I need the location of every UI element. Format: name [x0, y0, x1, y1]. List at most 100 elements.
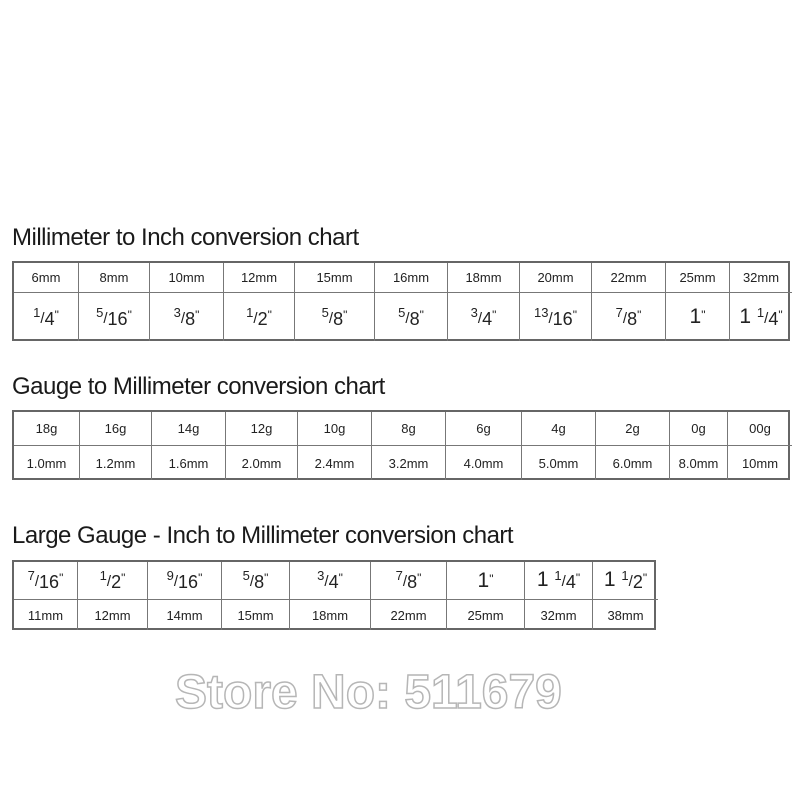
inch-mark: " [637, 307, 642, 322]
table-cell: 4g [522, 412, 596, 446]
cell-text: 12g [250, 421, 273, 436]
table-cell: 7/8" [592, 293, 666, 341]
numerator: 5 [242, 568, 250, 583]
numerator: 1 [99, 568, 107, 583]
cell-text: 4g [551, 421, 566, 436]
table-cell: 8.0mm [670, 446, 728, 480]
cell-text: 11mm [27, 607, 64, 623]
numerator: 3 [317, 568, 325, 583]
table-cell: 25mm [447, 600, 525, 630]
numerator: 1 [33, 304, 41, 320]
fraction-value: 1" [690, 305, 706, 329]
whole: 1 [603, 568, 616, 591]
table-cell: 12mm [78, 600, 148, 630]
table-cell: 1/2" [224, 293, 295, 341]
denominator: 16 [39, 572, 60, 592]
inch-mark: " [59, 571, 64, 585]
numerator: 7 [395, 568, 403, 583]
denominator: 2 [632, 572, 643, 592]
cell-text: 22mm [610, 270, 647, 285]
fraction-value: 7/16" [28, 568, 64, 593]
denominator: 8 [333, 308, 344, 329]
fraction-slash: / [180, 309, 186, 327]
table-cell: 7/16" [14, 562, 78, 600]
table-cell: 6.0mm [596, 446, 670, 480]
cell-text: 6.0mm [612, 455, 653, 471]
cell-text: 3.2mm [388, 455, 429, 471]
denominator: 8 [407, 572, 418, 592]
cell-text: 25mm [679, 270, 716, 285]
fraction-slash: / [324, 573, 329, 590]
fraction-value: 1 1/4" [739, 305, 782, 330]
cell-text: 22mm [390, 607, 427, 623]
cell-text: 1.6mm [168, 455, 209, 471]
table-cell: 2.0mm [226, 446, 298, 480]
cell-text: 10g [323, 421, 346, 436]
numerator: 1 [554, 568, 562, 583]
cell-text: 20mm [537, 270, 574, 285]
table-cell: 3/4" [290, 562, 371, 600]
numerator: 3 [173, 304, 181, 320]
table-cell: 5/16" [79, 293, 150, 341]
inch-mark: " [419, 307, 424, 322]
fraction-slash: / [106, 573, 112, 590]
table-cell: 11mm [14, 600, 78, 630]
fraction-value: 5/8" [243, 568, 269, 593]
table-cell: 22mm [371, 600, 447, 630]
cell-text: 8.0mm [678, 455, 719, 471]
inch-mark: " [127, 307, 132, 322]
cell-text: 2.4mm [314, 455, 355, 471]
table-cell: 3.2mm [372, 446, 446, 480]
inch-mark: " [338, 571, 343, 585]
fraction-slash: / [103, 309, 108, 327]
cell-text: 5.0mm [538, 455, 579, 471]
table-cell: 8mm [79, 263, 150, 293]
denominator: 2 [111, 572, 122, 592]
table-cell: 10g [298, 412, 372, 446]
table-cell: 1" [666, 293, 730, 341]
cell-text: 10mm [168, 270, 205, 285]
table-cell: 14mm [148, 600, 222, 630]
cell-text: 2g [625, 421, 640, 436]
numerator: 9 [166, 568, 174, 583]
cell-text: 32mm [540, 607, 577, 623]
fraction-value: 7/8" [616, 305, 642, 330]
cell-text: 16mm [392, 270, 430, 285]
table-cell: 0g [670, 412, 728, 446]
table-cell: 6mm [14, 263, 79, 293]
numerator: 13 [534, 304, 549, 320]
cell-text: 4.0mm [463, 455, 504, 471]
fraction-value: 1" [478, 569, 494, 593]
denominator: 4 [44, 308, 55, 329]
cell-text: 2.0mm [241, 455, 282, 471]
gauge-to-mm-table: 18g 16g 14g 12g 10g 8g 6g 4g 2g 0g 00g 1.0mm 1.2mm 1.… [12, 410, 792, 480]
cell-text: 6g [476, 421, 491, 436]
cell-text: 0g [691, 421, 706, 436]
fraction-value: 3/8" [174, 305, 200, 330]
inch-mark: " [267, 307, 272, 322]
inch-mark: " [572, 307, 577, 322]
table-cell: 3/8" [150, 293, 224, 341]
cell-text: 1.0mm [26, 455, 67, 471]
table-cell: 32mm [730, 263, 792, 293]
store-watermark: Store No: 511679 [174, 665, 562, 720]
cell-text: 10mm [741, 455, 779, 471]
table-cell: 7/8" [371, 562, 447, 600]
table-cell: 18mm [290, 600, 371, 630]
table-cell: 1 1/2" [593, 562, 658, 600]
fraction-slash: / [173, 573, 179, 590]
fraction-value: 1/2" [100, 568, 126, 593]
inch-mark: " [198, 571, 203, 585]
table-cell: 32mm [525, 600, 593, 630]
table-cell: 2g [596, 412, 670, 446]
numerator: 7 [27, 568, 35, 583]
numerator: 1 [246, 304, 254, 320]
table-cell: 18g [14, 412, 80, 446]
denominator: 16 [178, 572, 199, 592]
inch-mark: " [195, 307, 200, 322]
fraction-value: 5/16" [96, 305, 132, 330]
table-cell: 5/8" [295, 293, 375, 341]
table-cell: 2.4mm [298, 446, 372, 480]
denominator: 8 [185, 308, 196, 329]
